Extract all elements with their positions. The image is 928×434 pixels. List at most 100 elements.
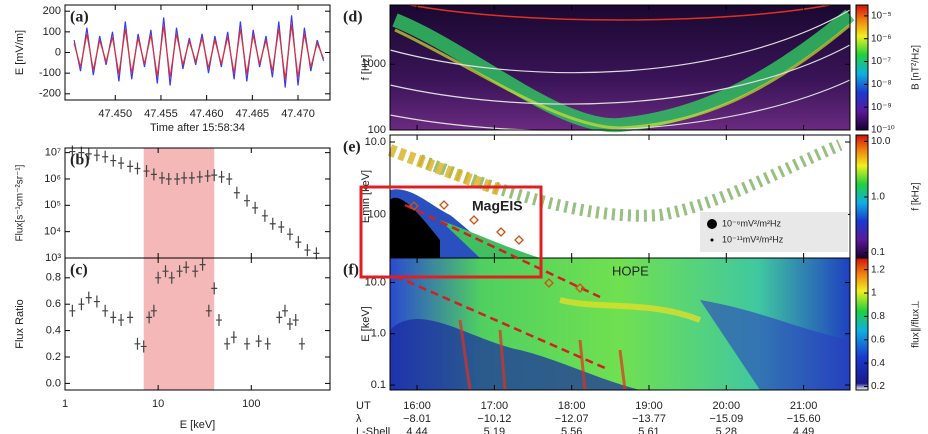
y-tick-label: 0.8 xyxy=(46,272,61,284)
row-value: 4.49 xyxy=(793,426,814,434)
highlight-band xyxy=(143,148,215,258)
highlight-band xyxy=(143,258,215,390)
data-point xyxy=(196,170,203,183)
data-point xyxy=(252,201,259,214)
data-point xyxy=(174,172,181,185)
data-point xyxy=(211,169,218,182)
data-point xyxy=(233,186,240,199)
data-point xyxy=(286,228,293,241)
panel-label: (f) xyxy=(343,262,359,279)
panel-label: (e) xyxy=(343,139,361,156)
data-point xyxy=(181,171,188,184)
data-point xyxy=(150,304,157,317)
data-point xyxy=(78,298,85,311)
data-point xyxy=(211,282,218,295)
y-tick-label: 0.2 xyxy=(46,351,61,363)
x-tick-label: 10 xyxy=(152,398,164,410)
row-value: 5.56 xyxy=(561,426,582,434)
y-tick-label: 10.0 xyxy=(365,276,386,288)
x-tick-label: 47.470 xyxy=(281,108,315,120)
colorbar-tick-label: 0.2 xyxy=(871,381,885,392)
data-point xyxy=(244,194,251,207)
x-tick-label: 47.455 xyxy=(144,108,178,120)
data-point xyxy=(155,271,162,284)
data-point xyxy=(110,311,117,324)
data-point xyxy=(292,314,299,327)
data-point xyxy=(205,304,212,317)
data-point xyxy=(224,337,231,350)
y-tick-label: 10⁵ xyxy=(44,199,61,211)
data-point xyxy=(118,314,125,327)
data-point xyxy=(127,160,134,173)
overlays xyxy=(359,185,848,370)
y-tick-label: 10⁷ xyxy=(45,147,61,159)
data-point xyxy=(230,331,237,344)
colorbar-tick-label: 10⁻¹⁰ xyxy=(871,125,895,136)
data-point xyxy=(150,168,157,181)
y-tick-label: 0 xyxy=(55,46,61,58)
colorbar-tick-label: 10⁻⁹ xyxy=(871,102,892,113)
data-point xyxy=(78,146,85,159)
row-value: 5.19 xyxy=(484,426,505,434)
colorbar-label: B [nT²/Hz] xyxy=(911,45,922,90)
colorbar-tick-label: 10⁻⁸ xyxy=(871,79,892,90)
y-tick-label: 0.1 xyxy=(371,379,386,391)
y-tick-label: 10⁴ xyxy=(44,226,61,238)
x-axis-label: E [keV] xyxy=(180,419,215,431)
plot-frame xyxy=(389,257,851,391)
data-point xyxy=(281,304,288,317)
colorbar-label: f [kHz] xyxy=(911,182,922,211)
spectrogram-backgrounds xyxy=(387,4,855,391)
row-value: −15.60 xyxy=(787,413,821,425)
x-tick-label: 19:00 xyxy=(635,400,663,412)
panel-label: (d) xyxy=(343,9,363,26)
colorbar-tick-label: 0.4 xyxy=(871,358,885,369)
data-point xyxy=(162,265,169,278)
y-tick-label: 10⁶ xyxy=(44,173,61,185)
data-point xyxy=(158,171,165,184)
colorbar-tick-label: 1.2 xyxy=(871,264,885,275)
data-point xyxy=(304,244,311,257)
colorbar-tick-label: 10⁻⁷ xyxy=(871,56,891,67)
row-value: −8.01 xyxy=(403,413,431,425)
y-tick-label: 10³ xyxy=(45,252,61,264)
data-point xyxy=(188,171,195,184)
y-axis-label: Flux[s⁻¹cm⁻²sr⁻¹] xyxy=(15,164,26,241)
y-tick-label: 100 xyxy=(368,124,386,136)
data-point xyxy=(255,335,262,348)
y-tick-label: 100 xyxy=(368,208,386,220)
data-point xyxy=(269,217,276,230)
row-value: −12.07 xyxy=(555,413,589,425)
y-tick-label: 200 xyxy=(43,5,61,17)
x-tick-label: 20:00 xyxy=(713,400,741,412)
annotation: MagEIS xyxy=(472,198,523,214)
y-tick-label: 100 xyxy=(43,26,61,38)
data-point xyxy=(69,304,76,317)
colorbar-tick-label: 10⁻⁶ xyxy=(871,33,892,44)
data-point xyxy=(244,337,251,350)
data-point xyxy=(278,221,285,234)
y-tick-label: 10.0 xyxy=(365,136,386,148)
y-tick-label: 1.0 xyxy=(371,328,386,340)
data-point xyxy=(168,271,175,284)
data-point xyxy=(110,154,117,167)
x-tick-label: 17:00 xyxy=(481,400,509,412)
data-point xyxy=(85,291,92,304)
y-tick-label: 0.6 xyxy=(46,298,61,310)
legend-label: 10⁻¹¹mV²/m²Hz xyxy=(722,234,784,244)
x-tick-label: 16:00 xyxy=(403,400,431,412)
data-point xyxy=(143,165,150,178)
data-point xyxy=(226,172,233,185)
data-point xyxy=(313,247,320,260)
data-point xyxy=(134,337,141,350)
panel-label: (c) xyxy=(70,262,88,279)
x-axis-label: UT xyxy=(356,400,371,412)
data-point xyxy=(183,261,190,274)
y-axis-label: Flux Ratio xyxy=(14,299,26,349)
y-axis-label: Emin [keV] xyxy=(360,170,372,223)
data-point xyxy=(261,209,268,222)
colorbar-tick-label: 10⁻⁵ xyxy=(871,11,892,22)
panel-label: (a) xyxy=(70,9,89,26)
x-tick-label: 1 xyxy=(62,398,68,410)
